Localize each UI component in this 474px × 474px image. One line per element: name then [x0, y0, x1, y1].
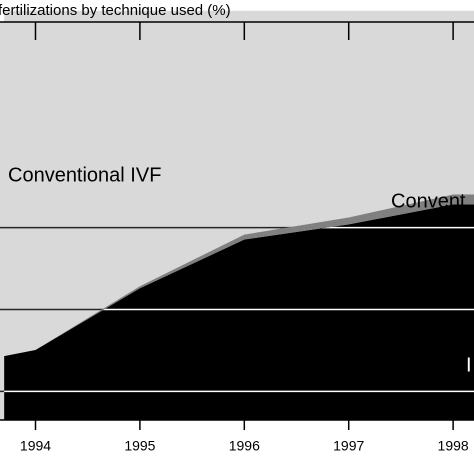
- areas: [4, 10, 474, 420]
- area: [4, 204, 474, 420]
- area: [4, 10, 474, 22]
- x-tick-label: 1997: [333, 438, 364, 454]
- grid: [0, 226, 474, 393]
- x-tick-label: 1998: [438, 438, 469, 454]
- annotation: Conventional IVF: [8, 164, 161, 186]
- x-tick-label: 1996: [229, 438, 260, 454]
- annotation: Convent: [391, 190, 466, 212]
- x-tick-label: 1995: [124, 438, 155, 454]
- chart-title: fertilizations by technique used (%): [0, 2, 231, 19]
- x-tick-label: 1994: [20, 438, 51, 454]
- ticks: 1994 1995 1996 1997 1998: [20, 22, 469, 454]
- annotation: I: [466, 354, 472, 376]
